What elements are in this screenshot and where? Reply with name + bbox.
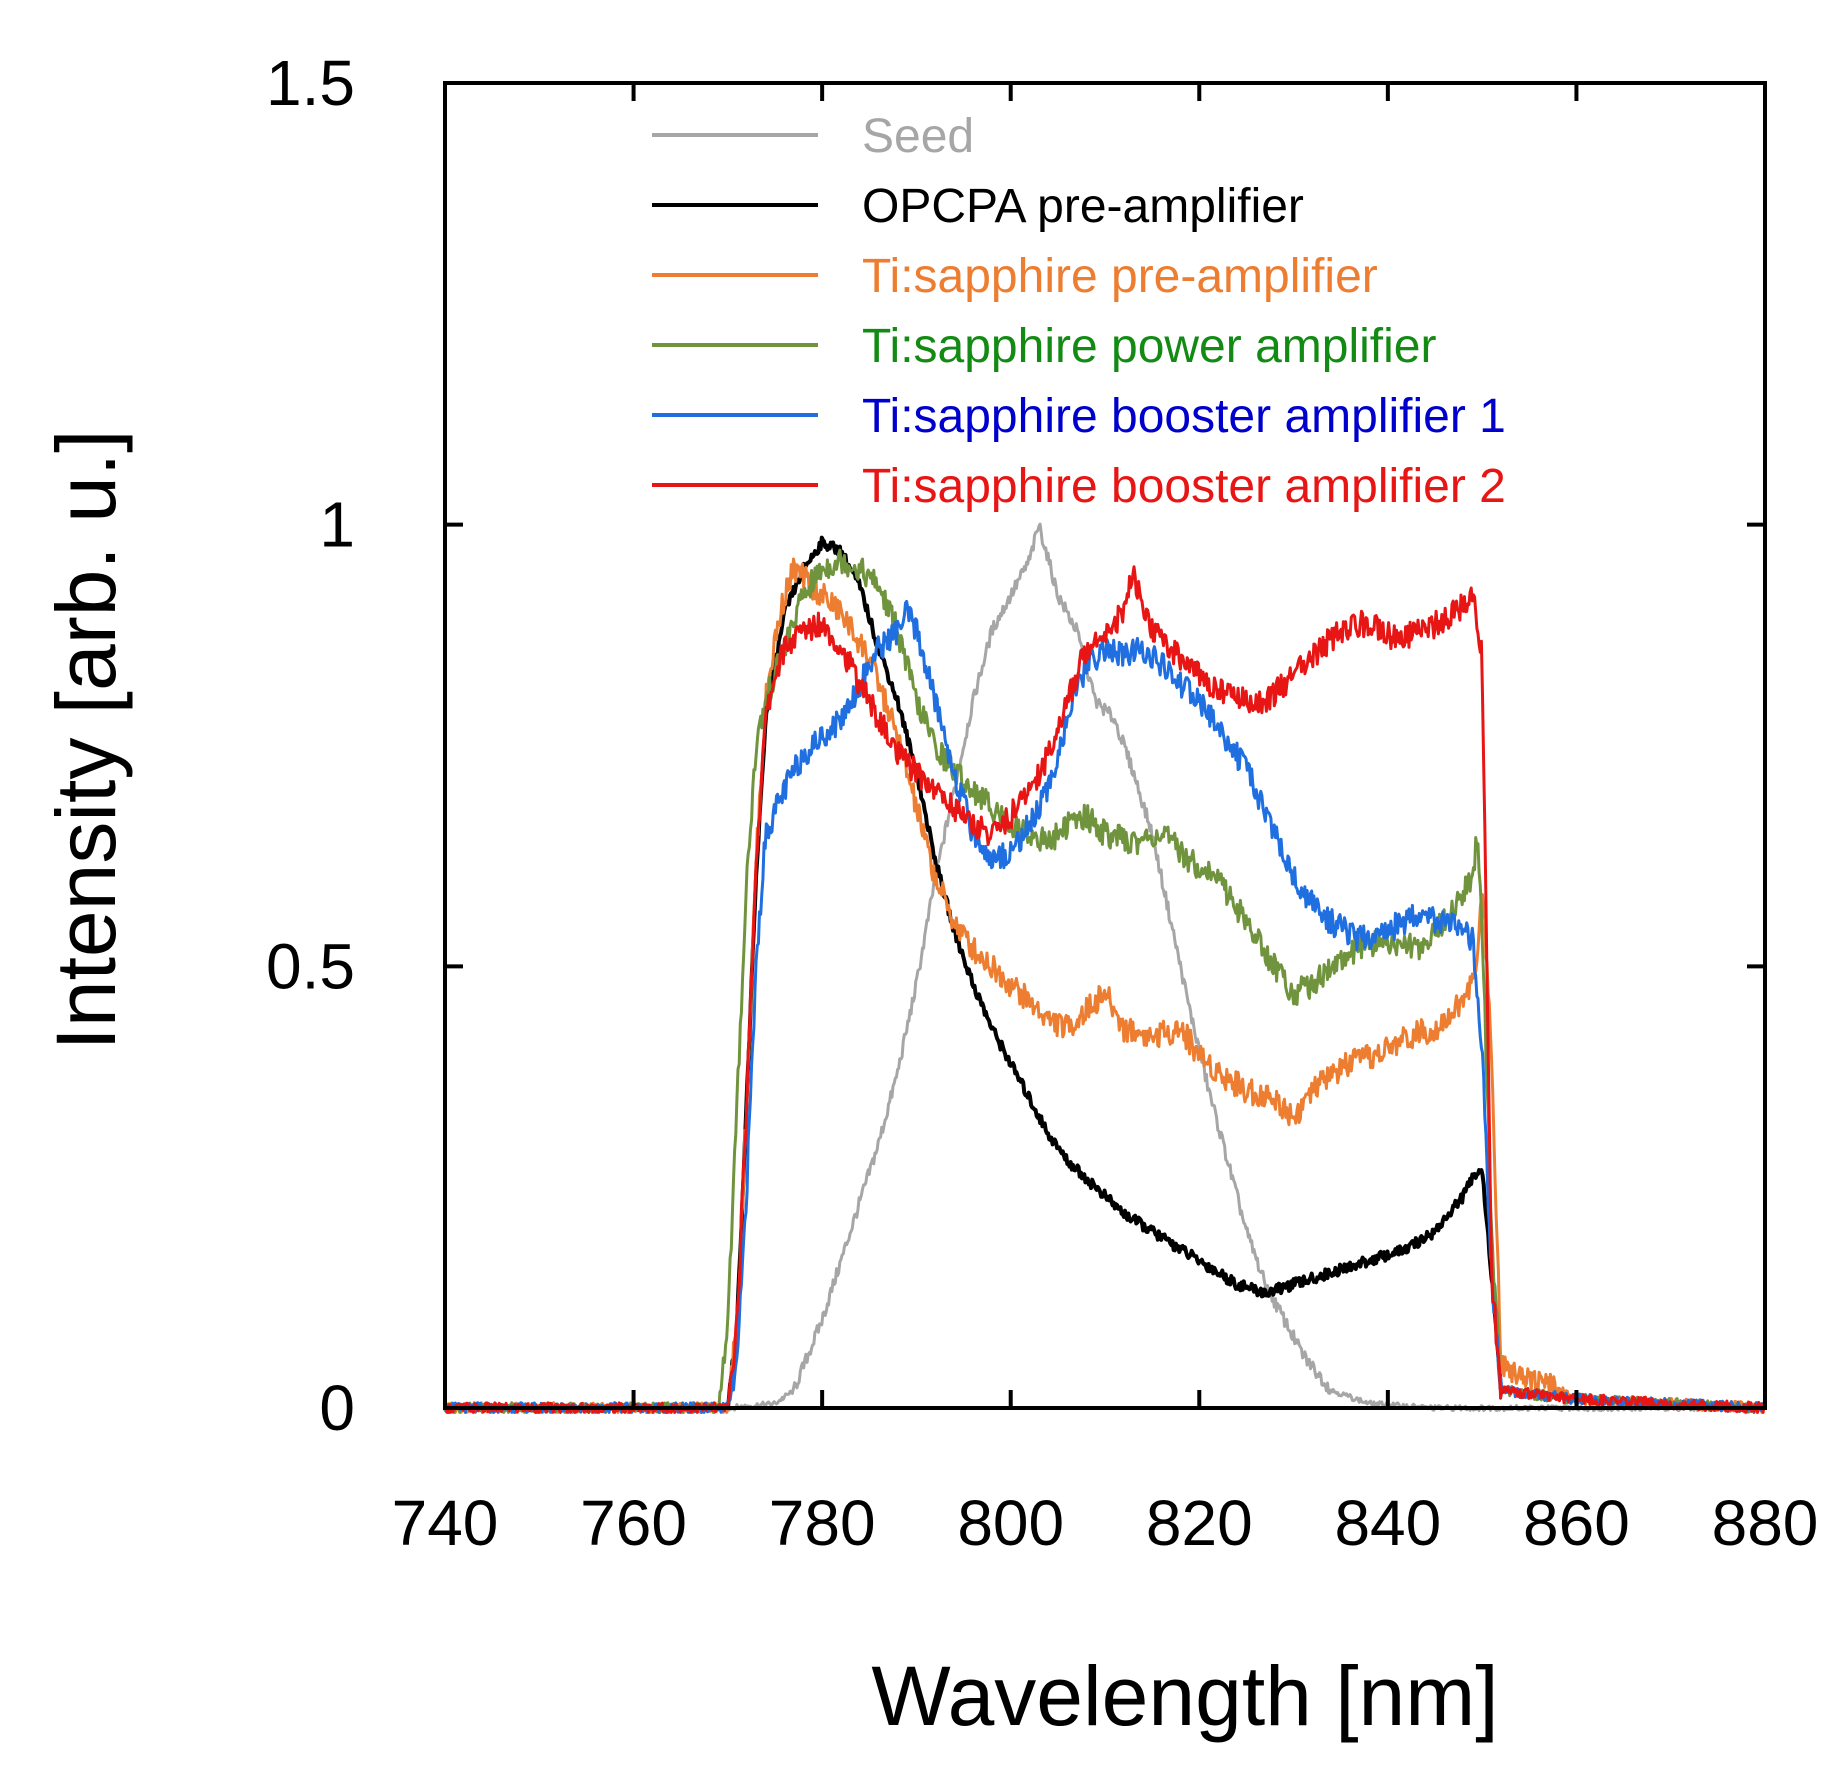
legend-label: Seed bbox=[862, 110, 974, 163]
x-tick-label: 880 bbox=[1712, 1487, 1819, 1559]
y-tick-label: 1.5 bbox=[266, 47, 355, 119]
tick-layer: 740 760 780 800 820 840 860 880 0 0.5 1 1.5 bbox=[266, 47, 1818, 1559]
x-axis-title: Wavelength [nm] bbox=[871, 1649, 1498, 1743]
x-tick-label: 780 bbox=[769, 1487, 876, 1559]
y-axis-title: Intensity [arb. u.] bbox=[39, 430, 133, 1051]
legend-label: OPCPA pre-amplifier bbox=[862, 180, 1304, 233]
x-tick-label: 800 bbox=[957, 1487, 1064, 1559]
legend-label: Ti:sapphire power amplifier bbox=[862, 320, 1436, 373]
legend: Seed OPCPA pre-amplifier Ti:sapphire pre-a… bbox=[652, 110, 1506, 513]
x-tick-label: 760 bbox=[580, 1487, 687, 1559]
series-line-5 bbox=[444, 599, 1766, 1414]
x-tick-label: 820 bbox=[1146, 1487, 1253, 1559]
y-tick-label: 0 bbox=[319, 1372, 355, 1444]
legend-label: Ti:sapphire booster amplifier 1 bbox=[862, 390, 1506, 443]
x-tick-label: 840 bbox=[1334, 1487, 1441, 1559]
y-tick-label: 0.5 bbox=[266, 930, 355, 1002]
legend-label: Ti:sapphire booster amplifier 2 bbox=[862, 460, 1506, 513]
legend-label: Ti:sapphire pre-amplifier bbox=[862, 250, 1378, 303]
x-tick-label: 860 bbox=[1523, 1487, 1630, 1559]
x-tick-label: 740 bbox=[392, 1487, 499, 1559]
y-tick-label: 1 bbox=[319, 489, 355, 561]
plot-frame bbox=[443, 81, 1767, 1410]
